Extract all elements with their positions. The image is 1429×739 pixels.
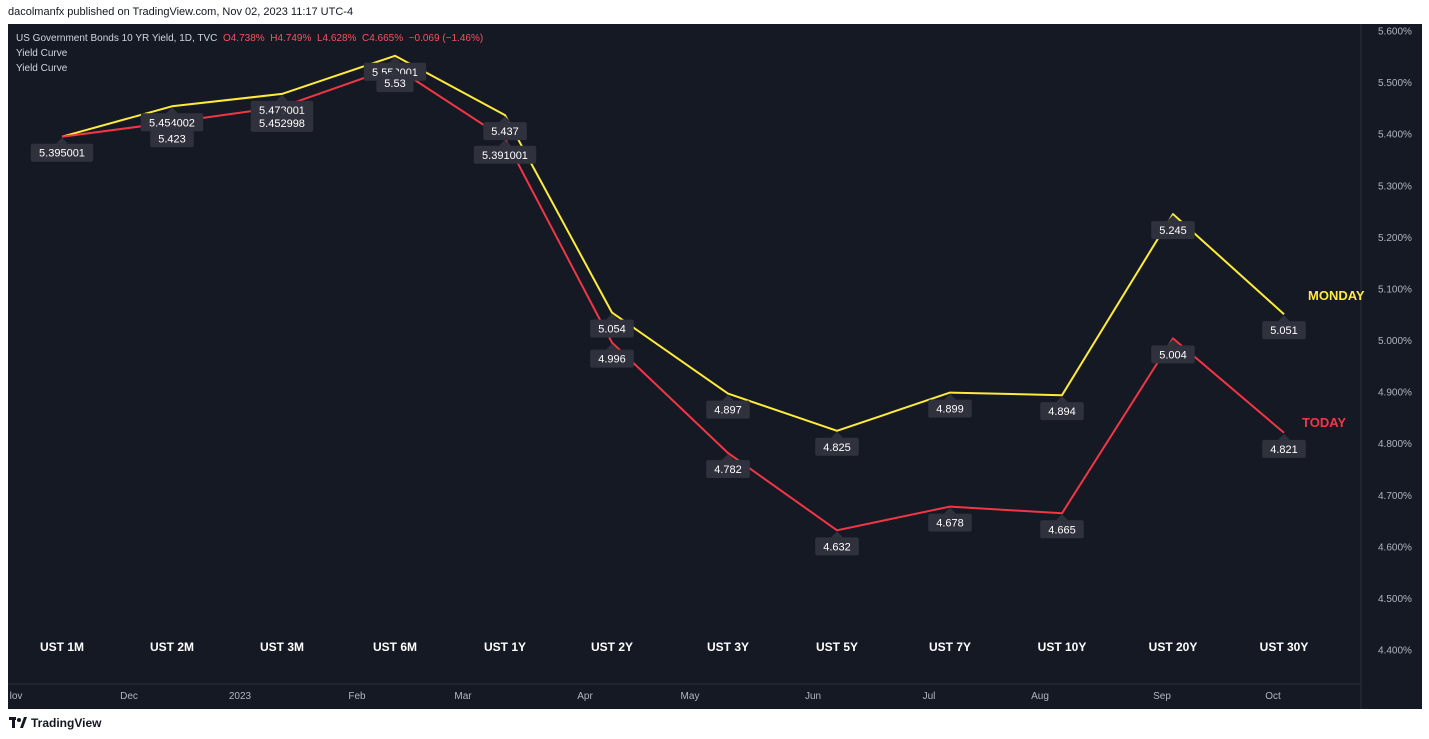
tradingview-logo[interactable]: TradingView xyxy=(9,716,101,730)
legend-low: L4.628% xyxy=(316,33,357,44)
legend-open: O4.738% xyxy=(222,33,265,44)
publisher-bar: dacolmanfx published on TradingView.com,… xyxy=(0,0,1429,24)
legend-indicator-2[interactable]: Yield Curve xyxy=(16,63,68,74)
footer-bar xyxy=(0,709,1429,739)
tradingview-brand: TradingView xyxy=(31,716,102,730)
legend-change: −0.069 (−1.46%) xyxy=(408,33,484,44)
chart-legend: US Government Bonds 10 YR Yield, 1D, TVC… xyxy=(16,31,483,76)
legend-indicator-1[interactable]: Yield Curve xyxy=(16,48,68,59)
publisher-text: dacolmanfx published on TradingView.com,… xyxy=(8,6,354,18)
chart-panel[interactable]: US Government Bonds 10 YR Yield, 1D, TVC… xyxy=(8,24,1422,709)
legend-symbol: US Government Bonds 10 YR Yield, 1D, TVC xyxy=(16,33,218,44)
legend-high: H4.749% xyxy=(270,33,312,44)
legend-close: C4.665% xyxy=(361,33,404,44)
legend-symbol-row: US Government Bonds 10 YR Yield, 1D, TVC… xyxy=(16,31,483,46)
tradingview-icon xyxy=(9,717,27,728)
